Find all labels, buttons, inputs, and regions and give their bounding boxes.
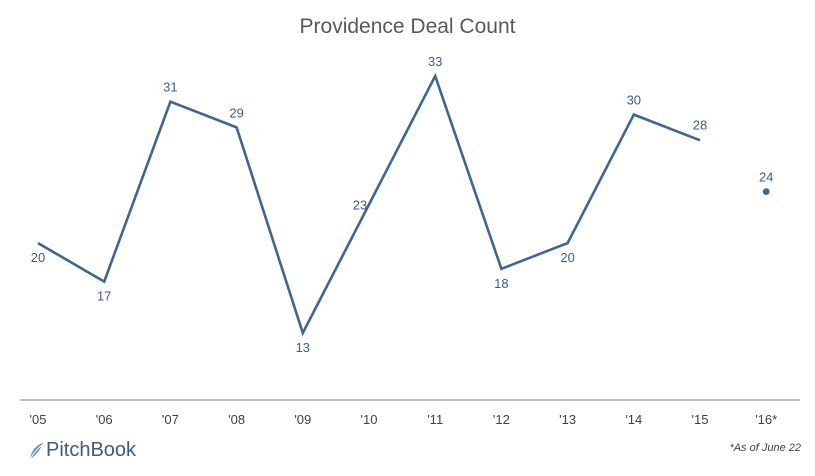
x-tick-label: '13 [559,412,576,427]
x-tick-label: '14 [625,412,642,427]
logo-text: PitchBook [46,439,137,461]
series-line [37,72,701,337]
x-tick-label: '16* [755,412,777,427]
x-tick-label: '08 [228,412,245,427]
data-label: 13 [296,340,310,355]
data-label: 30 [627,93,641,108]
data-label: 29 [229,105,243,120]
pitchbook-logo: PitchBook [28,439,136,462]
data-label: 20 [560,250,574,265]
data-label: 31 [163,80,177,95]
x-tick-label: '07 [162,412,179,427]
x-tick-label: '15 [692,412,709,427]
data-label: 20 [31,250,45,265]
data-label: 18 [494,276,508,291]
chart-title: Providence Deal Count [299,15,516,38]
pitchbook-leaf-icon [29,442,43,459]
x-tick-label: '10 [361,412,378,427]
data-label: 17 [97,289,111,304]
x-tick-label: '11 [427,412,443,427]
data-label: 33 [428,54,442,69]
x-tick-label: '09 [294,412,311,427]
footnote: *As of June 22 [729,442,801,454]
x-tick-label: '12 [493,412,510,427]
x-tick-label: '06 [96,412,113,427]
x-tick-label: '05 [30,412,47,427]
data-label: 28 [693,117,707,132]
data-label: 23 [353,198,367,213]
data-point [762,188,770,196]
data-label: 24 [759,170,773,185]
